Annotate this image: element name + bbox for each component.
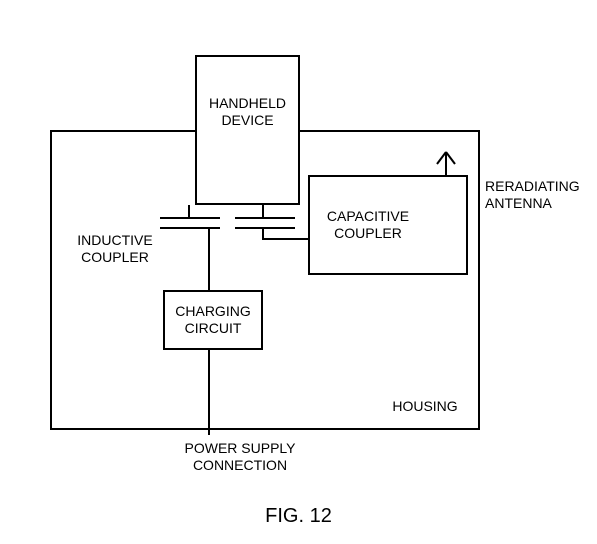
inductive-plate-top [160, 217, 220, 219]
charging-circuit-label: CHARGING CIRCUIT [168, 303, 258, 337]
inductive-plate-bottom [160, 227, 220, 229]
handheld-device-box [195, 55, 300, 205]
inductive-coupler-label: INDUCTIVE COUPLER [70, 232, 160, 266]
power-supply-label: POWER SUPPLY CONNECTION [170, 440, 310, 474]
lead-handheld-to-leftplate [188, 205, 190, 217]
reradiating-antenna-label: RERADIATING ANTENNA [485, 178, 595, 212]
antenna-arms [430, 145, 462, 170]
handheld-device-label: HANDHELD DEVICE [200, 95, 295, 129]
capacitive-plate-bottom [235, 227, 295, 229]
figure-caption: FIG. 12 [0, 505, 597, 528]
capacitive-plate-top [235, 217, 295, 219]
capacitive-coupler-label: CAPACITIVE COUPLER [318, 208, 418, 242]
lead-handheld-to-rightplate [262, 205, 264, 217]
housing-label: HOUSING [380, 398, 470, 415]
lead-rightplate-to-capbox-h [262, 238, 308, 240]
diagram-canvas: HANDHELD DEVICE CAPACITIVE COUPLER INDUC… [0, 0, 597, 544]
lead-leftplate-to-charging [208, 229, 210, 290]
lead-charging-to-power [208, 350, 210, 435]
